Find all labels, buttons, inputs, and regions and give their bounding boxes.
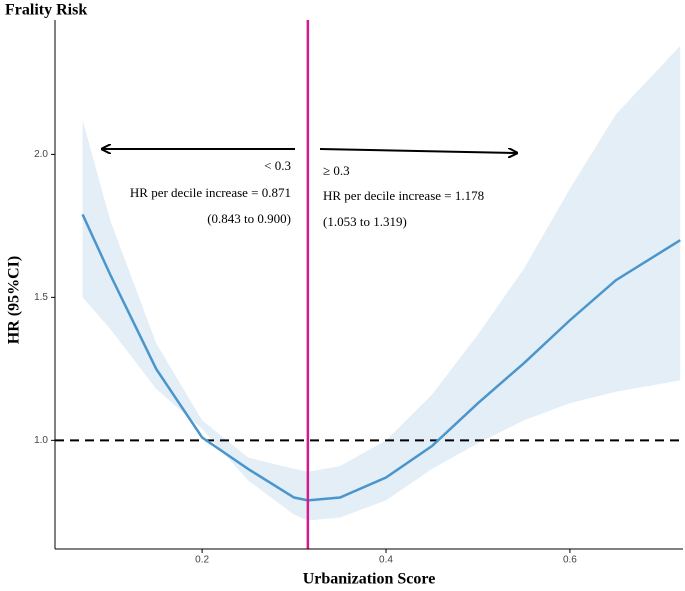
hr-curve: [81, 213, 681, 502]
x-axis-label: Urbanization Score: [303, 571, 436, 588]
annotation: (0.843 to 0.900): [207, 211, 291, 226]
y-tick-label: 2.0: [34, 149, 48, 160]
confidence-band: [82, 45, 681, 521]
y-axis-label: HR (95%CI): [6, 256, 23, 344]
x-tick-label: 0.6: [563, 555, 577, 566]
chart-title: Frality Risk: [5, 2, 87, 19]
y-tick-label: 1.5: [34, 292, 48, 303]
annotation: ≥ 0.3: [323, 163, 350, 178]
y-tick-label: 1.0: [34, 435, 48, 446]
annotation: < 0.3: [264, 158, 291, 173]
annotation: HR per decile increase = 1.178: [323, 188, 484, 203]
annotation: HR per decile increase = 0.871: [130, 185, 291, 200]
arrow-right: [319, 149, 517, 153]
x-tick-label: 0.4: [379, 555, 393, 566]
annotation: (1.053 to 1.319): [323, 214, 407, 229]
x-tick-label: 0.2: [195, 555, 209, 566]
